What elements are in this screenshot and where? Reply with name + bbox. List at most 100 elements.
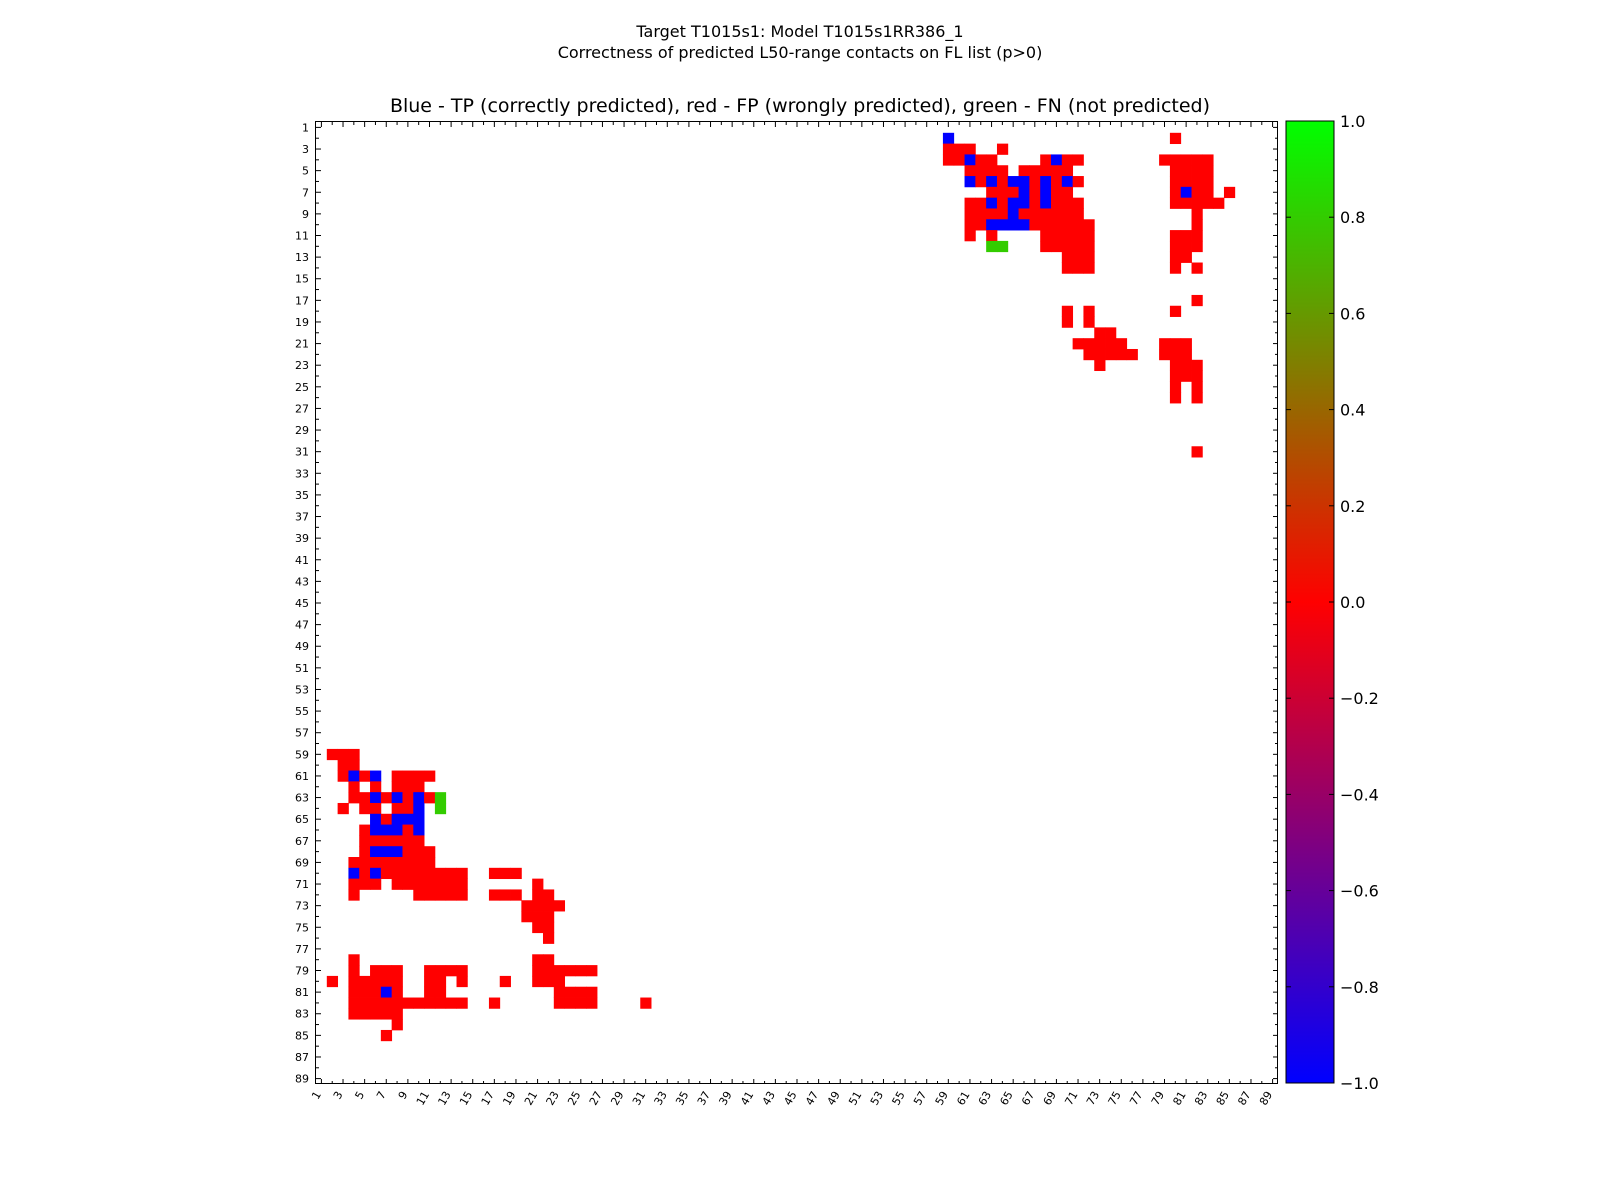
fp-cell [1180, 240, 1192, 253]
y-tick-label: 15 [295, 273, 309, 286]
colorbar-tick-label: 0.6 [1340, 304, 1365, 323]
fp-cell [445, 867, 457, 880]
tp-cell [1061, 176, 1074, 188]
fp-cell [391, 975, 403, 988]
tp-cell [1040, 176, 1052, 188]
fp-cell [1191, 359, 1203, 372]
fp-cell [424, 975, 436, 988]
fp-cell [380, 857, 393, 869]
plot-area [315, 121, 1278, 1084]
y-tick-label: 87 [295, 1051, 309, 1064]
fp-cell [521, 900, 533, 912]
fp-cell [586, 997, 598, 1009]
y-tick-label: 19 [295, 316, 309, 329]
x-tick-label: 27 [587, 1089, 605, 1108]
fp-cell [348, 857, 360, 869]
fp-cell [1029, 219, 1041, 231]
tp-cell [413, 824, 425, 836]
fp-cell [1083, 262, 1095, 274]
fp-cell [391, 986, 403, 998]
fp-cell [575, 997, 587, 1009]
fp-cell [510, 867, 522, 880]
y-tick-label: 71 [295, 878, 309, 891]
fp-cell [391, 1019, 403, 1031]
fp-cell [1202, 186, 1214, 199]
fp-cell [445, 878, 457, 890]
fp-cell [380, 997, 393, 1009]
fp-cell [586, 965, 598, 977]
fp-cell [1191, 370, 1203, 382]
figure-subtitle: Correctness of predicted L50-range conta… [557, 43, 1043, 62]
colorbar-tick-label: 0.8 [1340, 208, 1365, 227]
fp-cell [986, 230, 998, 242]
y-tick-label: 61 [295, 770, 309, 783]
fp-cell [1180, 165, 1192, 177]
x-tick-label: 53 [868, 1089, 886, 1108]
fp-cell [1072, 240, 1084, 253]
fp-cell [402, 781, 414, 793]
fp-cell [1169, 370, 1182, 382]
tp-cell [370, 792, 382, 804]
fp-cell [1072, 262, 1084, 274]
x-tick-label: 25 [565, 1089, 583, 1108]
fp-cell [996, 165, 1009, 177]
x-tick-label: 85 [1214, 1089, 1232, 1108]
fp-cell [964, 208, 976, 220]
fp-cell [413, 997, 425, 1009]
fp-cell [348, 792, 360, 804]
fp-cell [1061, 316, 1074, 328]
colorbar-tick-label: 0.2 [1340, 497, 1365, 516]
fp-cell [380, 1029, 393, 1042]
fp-cell [456, 878, 468, 890]
fp-cell [359, 802, 371, 815]
y-tick-label: 11 [295, 229, 309, 242]
fp-cell [1072, 197, 1084, 209]
fp-cell [1083, 219, 1095, 231]
x-tick-label: 33 [652, 1089, 670, 1108]
y-tick-label: 51 [295, 662, 309, 675]
x-tick-label: 67 [1019, 1089, 1037, 1108]
fp-cell [424, 770, 436, 782]
colorbar-tick-label: −0.6 [1340, 882, 1379, 901]
fp-cell [1169, 381, 1182, 393]
colorbar-tick-label: −0.4 [1340, 785, 1379, 804]
fp-cell [348, 781, 360, 793]
y-tick-label: 85 [295, 1029, 309, 1042]
fp-cell [964, 219, 976, 231]
fp-cell [1040, 230, 1052, 242]
fp-cell [1083, 338, 1095, 350]
y-tick-label: 35 [295, 489, 309, 502]
fp-cell [1083, 348, 1095, 361]
fp-cell [942, 143, 955, 155]
colorbar [1285, 120, 1335, 1084]
fp-cell [996, 143, 1009, 155]
tp-cell [1007, 219, 1019, 231]
x-tick-label: 73 [1084, 1089, 1102, 1108]
fp-cell [413, 770, 425, 782]
tp-cell [413, 813, 425, 825]
fp-cell [1180, 251, 1192, 263]
fp-cell [542, 932, 555, 944]
x-tick-label: 49 [825, 1089, 843, 1108]
fn-cell [986, 240, 998, 253]
fp-cell [1169, 359, 1182, 372]
fp-cell [391, 770, 403, 782]
y-tick-label: 17 [295, 294, 309, 307]
y-tick-label: 53 [295, 683, 309, 696]
x-tick-label: 29 [608, 1089, 626, 1108]
fp-cell [434, 889, 447, 901]
tp-cell [391, 846, 403, 858]
fp-cell [359, 986, 371, 998]
colorbar-tick-label: −0.8 [1340, 978, 1379, 997]
x-tick-label: 39 [716, 1089, 734, 1108]
fp-cell [391, 878, 403, 890]
x-tick-label: 87 [1235, 1089, 1253, 1108]
fp-cell [1094, 348, 1106, 361]
fp-cell [564, 997, 576, 1009]
fp-cell [380, 965, 393, 977]
y-tick-label: 33 [295, 467, 309, 480]
fp-cell [532, 954, 544, 966]
fp-cell [402, 857, 414, 869]
fp-cell [348, 748, 360, 761]
